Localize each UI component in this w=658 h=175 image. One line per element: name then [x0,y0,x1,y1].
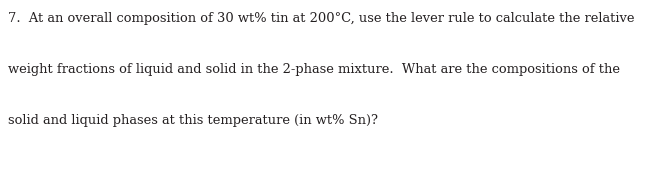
Text: weight fractions of liquid and solid in the 2-phase mixture.  What are the compo: weight fractions of liquid and solid in … [8,63,620,76]
Text: 7.  At an overall composition of 30 wt% tin at 200°C, use the lever rule to calc: 7. At an overall composition of 30 wt% t… [8,12,634,25]
Text: solid and liquid phases at this temperature (in wt% Sn)?: solid and liquid phases at this temperat… [8,114,378,127]
